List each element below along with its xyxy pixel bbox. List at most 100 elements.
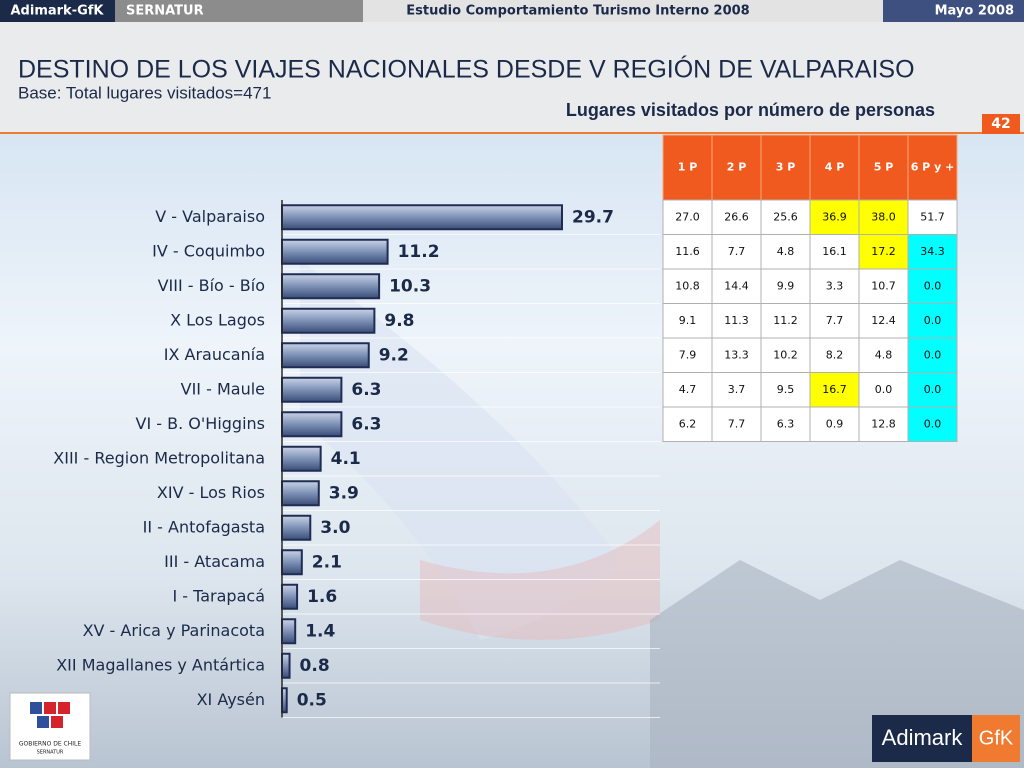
table-cell — [809, 303, 860, 339]
cell-value: 7.9 — [679, 348, 697, 361]
cell-value: 51.7 — [920, 210, 945, 223]
value-label: 9.2 — [379, 345, 409, 365]
header-study-bg — [363, 0, 883, 22]
table-cell — [907, 337, 958, 373]
page-number-bg — [982, 114, 1020, 134]
logo-square — [51, 716, 63, 728]
header-client: SERNATUR — [126, 4, 204, 19]
value-label: 29.7 — [572, 207, 614, 227]
value-label: 9.8 — [384, 311, 414, 331]
category-label: XII Magallanes y Antártica — [56, 655, 265, 674]
bar — [281, 480, 320, 507]
bar — [281, 549, 303, 576]
table-cell — [858, 372, 909, 408]
table-caption: Lugares visitados por número de personas — [566, 100, 935, 120]
cell-value: 10.2 — [773, 348, 798, 361]
table-cell — [760, 303, 811, 339]
column-header: 2 P — [727, 161, 747, 174]
title-area — [0, 22, 1024, 133]
cell-value: 16.7 — [822, 383, 847, 396]
value-label: 3.0 — [320, 518, 350, 538]
adimark-logo — [872, 715, 972, 762]
table-cell — [809, 234, 860, 270]
adimark-text: Adimark — [882, 725, 964, 750]
category-label: IV - Coquimbo — [152, 241, 265, 260]
cell-value: 9.9 — [777, 279, 795, 292]
category-label: XIII - Region Metropolitana — [53, 448, 265, 467]
gobierno-text: GOBIERNO DE CHILE — [19, 741, 81, 748]
table-cell — [711, 199, 762, 235]
table-cell — [711, 372, 762, 408]
category-label: VI - B. O'Higgins — [136, 414, 265, 433]
table-cell — [907, 199, 958, 235]
column-header: 3 P — [776, 161, 796, 174]
cell-value: 11.2 — [773, 314, 798, 327]
cell-value: 0.0 — [924, 348, 942, 361]
cell-value: 12.8 — [871, 417, 896, 430]
data-table: 1 P 2 P 3 P 4 P 5 P 6 P y + 27.0 26.6 25.6 36.9 38… — [662, 134, 958, 442]
table-cell — [711, 268, 762, 304]
bar — [281, 204, 563, 231]
cell-value: 38.0 — [871, 210, 896, 223]
cell-value: 0.0 — [924, 417, 942, 430]
page-number: 42 — [991, 116, 1010, 132]
cell-value: 0.0 — [924, 314, 942, 327]
bar — [281, 342, 370, 369]
cell-value: 12.4 — [871, 314, 896, 327]
bar — [281, 445, 322, 472]
cell-value: 36.9 — [822, 210, 847, 223]
column-header: 4 P — [825, 161, 845, 174]
value-label: 3.9 — [329, 483, 359, 503]
table-cell — [858, 337, 909, 373]
header-date: Mayo 2008 — [935, 4, 1014, 19]
header-brand-bg — [0, 0, 115, 22]
table-cell — [662, 268, 713, 304]
value-label: 2.1 — [312, 552, 342, 572]
category-label: IX Araucanía — [164, 345, 265, 364]
header-client-bg — [115, 0, 363, 22]
table-cell — [858, 268, 909, 304]
sernatur-text: SERNATUR — [37, 750, 64, 756]
cell-value: 0.0 — [924, 279, 942, 292]
category-label: XIV - Los Rios — [157, 483, 265, 502]
value-label: 1.4 — [305, 621, 335, 641]
table-cell — [809, 199, 860, 235]
bar — [281, 238, 389, 265]
table-cell — [711, 234, 762, 270]
cell-value: 4.8 — [777, 245, 795, 258]
category-label: X Los Lagos — [170, 310, 265, 329]
cell-value: 7.7 — [728, 245, 746, 258]
cell-value: 10.7 — [871, 279, 896, 292]
cell-value: 9.5 — [777, 383, 795, 396]
category-label: V - Valparaiso — [155, 207, 265, 226]
cell-value: 11.3 — [724, 314, 749, 327]
cell-value: 6.3 — [777, 417, 795, 430]
header-study: Estudio Comportamiento Turismo Interno 2… — [406, 4, 749, 19]
value-label: 0.5 — [297, 690, 327, 710]
table-cell — [760, 406, 811, 442]
value-label: 4.1 — [331, 449, 361, 469]
table-cell — [907, 406, 958, 442]
cell-value: 7.7 — [728, 417, 746, 430]
cell-value: 4.7 — [679, 383, 697, 396]
cell-value: 6.2 — [679, 417, 697, 430]
category-label: XV - Arica y Parinacota — [83, 621, 265, 640]
category-label: VII - Maule — [181, 379, 265, 398]
cell-value: 4.8 — [875, 348, 893, 361]
cell-value: 14.4 — [724, 279, 749, 292]
logo-square — [30, 702, 42, 714]
cell-value: 0.9 — [826, 417, 844, 430]
column-header: 6 P y + — [911, 161, 955, 174]
logo-square — [58, 702, 70, 714]
value-label: 11.2 — [398, 242, 440, 262]
value-label: 1.6 — [307, 587, 337, 607]
bar — [281, 411, 343, 438]
cell-value: 11.6 — [675, 245, 700, 258]
gfk-logo — [972, 715, 1020, 762]
table-cell — [858, 303, 909, 339]
bar — [281, 376, 343, 403]
cell-value: 16.1 — [822, 245, 847, 258]
cell-value: 7.7 — [826, 314, 844, 327]
